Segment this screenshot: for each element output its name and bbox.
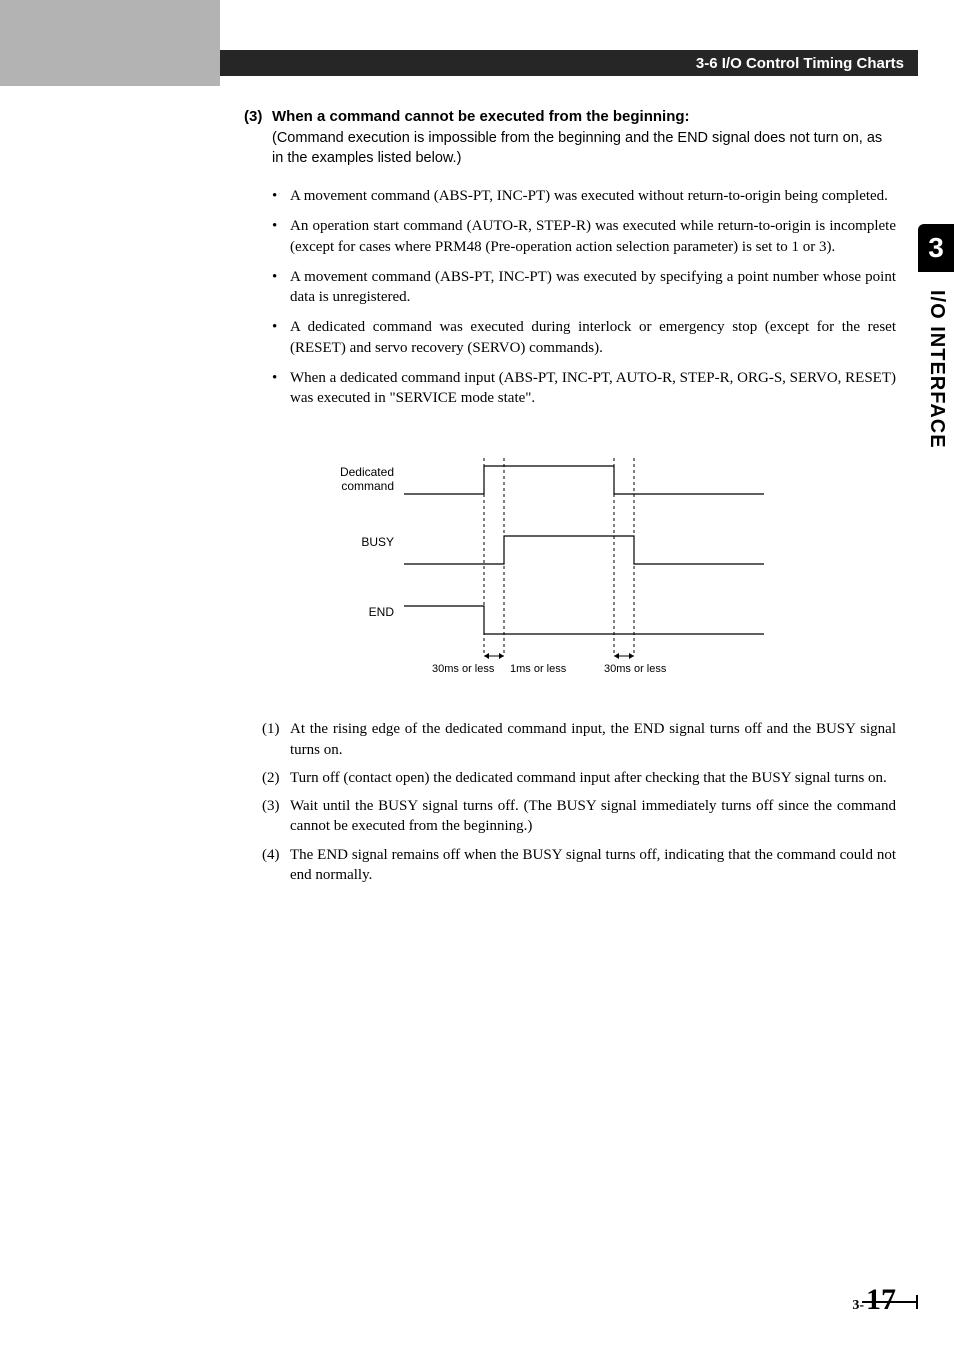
svg-text:30ms or less: 30ms or less bbox=[604, 663, 667, 675]
bullet-item: •A movement command (ABS-PT, INC-PT) was… bbox=[272, 267, 896, 308]
header-bar: 3-6 I/O Control Timing Charts bbox=[220, 50, 918, 76]
numbered-marker: (1) bbox=[262, 719, 290, 760]
bullet-dot: • bbox=[272, 186, 290, 206]
svg-text:1ms or less: 1ms or less bbox=[510, 663, 567, 675]
page-number: 3- 17 bbox=[852, 1283, 896, 1317]
svg-text:END: END bbox=[369, 605, 395, 619]
bullet-item: •When a dedicated command input (ABS-PT,… bbox=[272, 368, 896, 409]
bullet-list: •A movement command (ABS-PT, INC-PT) was… bbox=[272, 186, 896, 408]
numbered-item: (2)Turn off (contact open) the dedicated… bbox=[262, 768, 896, 788]
bullet-text: A dedicated command was executed during … bbox=[290, 317, 896, 358]
numbered-item: (3)Wait until the BUSY signal turns off.… bbox=[262, 796, 896, 837]
section-title: When a command cannot be executed from t… bbox=[272, 108, 690, 125]
bullet-item: •A movement command (ABS-PT, INC-PT) was… bbox=[272, 186, 896, 206]
numbered-list: (1)At the rising edge of the dedicated c… bbox=[262, 719, 896, 885]
timing-chart: Dedicatedcommand BUSY END 30ms or less 1ms o… bbox=[324, 438, 764, 688]
timing-chart-wrap: Dedicatedcommand BUSY END 30ms or less 1ms o… bbox=[324, 438, 896, 693]
bullet-dot: • bbox=[272, 368, 290, 409]
top-gray-block bbox=[0, 0, 220, 86]
page-prefix: 3- bbox=[852, 1298, 864, 1314]
chapter-number: 3 bbox=[928, 232, 944, 264]
side-label: I/O INTERFACE bbox=[925, 290, 948, 449]
bullet-item: •An operation start command (AUTO-R, STE… bbox=[272, 216, 896, 257]
chapter-tab: 3 bbox=[918, 224, 954, 272]
bullet-dot: • bbox=[272, 216, 290, 257]
svg-text:30ms or less: 30ms or less bbox=[432, 663, 495, 675]
bullet-text: A movement command (ABS-PT, INC-PT) was … bbox=[290, 186, 896, 206]
page-big: 17 bbox=[866, 1283, 896, 1317]
section-heading: (3) When a command cannot be executed fr… bbox=[244, 108, 896, 125]
bullet-text: A movement command (ABS-PT, INC-PT) was … bbox=[290, 267, 896, 308]
numbered-marker: (4) bbox=[262, 845, 290, 886]
bullet-dot: • bbox=[272, 317, 290, 358]
svg-text:command: command bbox=[341, 479, 394, 493]
numbered-item: (1)At the rising edge of the dedicated c… bbox=[262, 719, 896, 760]
svg-text:Dedicated: Dedicated bbox=[340, 465, 394, 479]
numbered-text: Turn off (contact open) the dedicated co… bbox=[290, 768, 896, 788]
numbered-text: At the rising edge of the dedicated comm… bbox=[290, 719, 896, 760]
numbered-marker: (2) bbox=[262, 768, 290, 788]
section-number: (3) bbox=[244, 108, 272, 125]
numbered-marker: (3) bbox=[262, 796, 290, 837]
bullet-text: When a dedicated command input (ABS-PT, … bbox=[290, 368, 896, 409]
section-intro: (Command execution is impossible from th… bbox=[272, 129, 896, 168]
numbered-item: (4)The END signal remains off when the B… bbox=[262, 845, 896, 886]
content-area: (3) When a command cannot be executed fr… bbox=[244, 108, 896, 893]
numbered-text: Wait until the BUSY signal turns off. (T… bbox=[290, 796, 896, 837]
header-title: 3-6 I/O Control Timing Charts bbox=[696, 55, 904, 72]
svg-text:BUSY: BUSY bbox=[361, 535, 394, 549]
bullet-item: •A dedicated command was executed during… bbox=[272, 317, 896, 358]
numbered-text: The END signal remains off when the BUSY… bbox=[290, 845, 896, 886]
bullet-text: An operation start command (AUTO-R, STEP… bbox=[290, 216, 896, 257]
bullet-dot: • bbox=[272, 267, 290, 308]
